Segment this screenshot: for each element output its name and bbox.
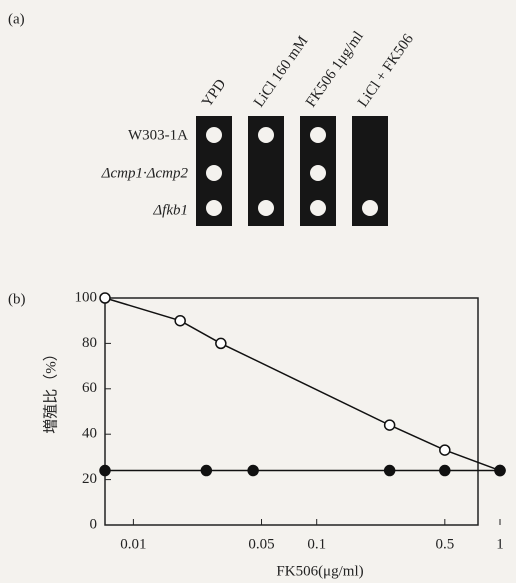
y-tick-label: 20 [82, 471, 97, 487]
panel-label: (b) [8, 291, 26, 307]
growth-spot [310, 127, 326, 143]
data-point [201, 466, 211, 476]
y-tick-label: 40 [82, 426, 97, 442]
growth-spot [206, 200, 222, 216]
y-axis-title: 増殖比（%） [42, 346, 59, 434]
x-tick-label: 0.1 [307, 536, 326, 552]
growth-spot [258, 200, 274, 216]
data-point [440, 466, 450, 476]
strain-label: W303-1A [128, 127, 188, 143]
growth-spot [310, 165, 326, 181]
y-tick-label: 100 [75, 289, 98, 305]
data-point [385, 466, 395, 476]
x-tick-label: 1 [496, 536, 504, 552]
data-point [248, 466, 258, 476]
data-point [216, 338, 226, 348]
growth-spot [206, 165, 222, 181]
condition-label: LiCl + FK506 [355, 31, 417, 110]
y-tick-label: 80 [82, 335, 97, 351]
strain-label: Δfkb1 [152, 202, 188, 218]
y-tick-label: 60 [82, 380, 97, 396]
strain-label: Δcmp1·Δcmp2 [101, 165, 189, 181]
x-tick-label: 0.5 [435, 536, 454, 552]
condition-label: LiCl 160 mM [251, 33, 311, 110]
panel-label: (a) [8, 11, 25, 27]
data-point [440, 445, 450, 455]
series-line [105, 298, 500, 471]
condition-label: YPD [199, 76, 229, 110]
x-axis-title: FK506(μg/ml) [276, 563, 363, 579]
figure: (a) W303-1A Δcmp1·Δcmp2 Δfkb1 (b) FK506(… [0, 0, 516, 583]
growth-spot [362, 200, 378, 216]
data-point [100, 293, 110, 303]
y-tick-label: 0 [90, 516, 98, 532]
x-tick-label: 0.05 [248, 536, 274, 552]
growth-spot [206, 127, 222, 143]
data-point [495, 466, 505, 476]
data-point [175, 316, 185, 326]
data-point [100, 466, 110, 476]
axis-frame [105, 298, 478, 525]
data-point [385, 420, 395, 430]
growth-spot [310, 200, 326, 216]
growth-spot [258, 127, 274, 143]
x-tick-label: 0.01 [120, 536, 146, 552]
